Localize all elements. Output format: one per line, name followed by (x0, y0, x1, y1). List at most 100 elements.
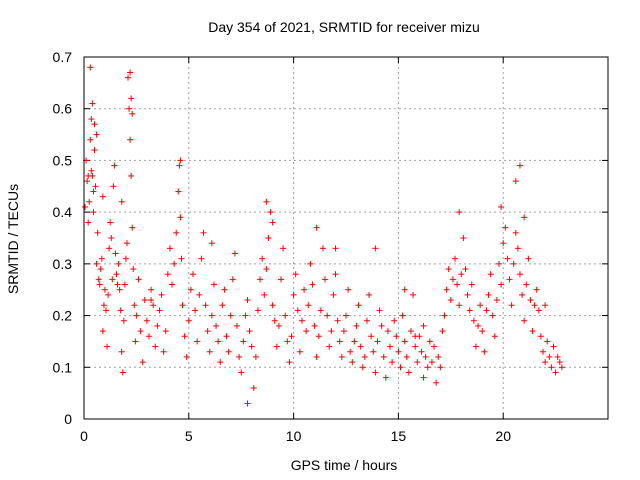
data-point (105, 291, 112, 298)
data-point (196, 291, 203, 298)
tick-layer: 0 0.1 0.2 0.3 0.4 0.5 0.6 0.7 0 5 10 15 20 (53, 49, 608, 444)
data-point (489, 312, 496, 319)
data-point (91, 147, 98, 154)
data-point (496, 260, 503, 267)
data-point (139, 359, 146, 366)
data-point (246, 328, 253, 335)
data-point (288, 333, 295, 340)
data-point (269, 302, 276, 309)
data-point (292, 271, 299, 278)
data-point (130, 266, 137, 273)
data-point (254, 307, 261, 314)
data-point (269, 219, 276, 226)
data-point (242, 312, 249, 319)
data-point (109, 276, 116, 283)
data-point (275, 322, 282, 329)
data-point (336, 338, 343, 345)
data-point (100, 302, 107, 309)
data-point (328, 328, 335, 335)
data-point (353, 322, 360, 329)
data-point (512, 178, 519, 185)
data-point (181, 333, 188, 340)
data-point (317, 307, 324, 314)
y-tick-label: 0.6 (53, 101, 73, 117)
data-point (178, 255, 185, 262)
data-point (85, 219, 92, 226)
data-point (472, 343, 479, 350)
data-point (261, 291, 268, 298)
data-point (481, 348, 488, 355)
data-point (380, 353, 387, 360)
data-point (137, 328, 144, 335)
data-point (451, 255, 458, 262)
data-point (160, 348, 167, 355)
data-point (437, 364, 444, 371)
data-point (236, 353, 243, 360)
data-point (183, 353, 190, 360)
data-point (250, 384, 257, 391)
data-point (213, 322, 220, 329)
data-point (387, 343, 394, 350)
data-point (458, 271, 465, 278)
data-point (542, 302, 549, 309)
data-point (508, 302, 515, 309)
data-point (93, 131, 100, 138)
data-point (294, 307, 301, 314)
data-point (164, 271, 171, 278)
data-point (343, 312, 349, 319)
y-tick-label: 0.1 (53, 359, 73, 375)
data-point (176, 162, 183, 169)
data-point (384, 328, 391, 335)
data-point (420, 322, 427, 329)
data-point (99, 193, 106, 200)
data-point (244, 400, 251, 407)
data-point (493, 297, 500, 304)
data-point (523, 281, 530, 288)
data-point (412, 343, 419, 350)
data-point (118, 198, 125, 205)
data-point (554, 353, 561, 360)
data-point (418, 348, 425, 355)
data-point (525, 255, 532, 262)
data-point (441, 312, 448, 319)
data-point (219, 302, 226, 309)
data-point (282, 312, 289, 319)
y-tick-label: 0.5 (53, 152, 73, 168)
data-point (540, 348, 547, 355)
data-point (115, 260, 122, 267)
data-point (298, 317, 305, 324)
data-point (324, 312, 331, 319)
data-point (361, 353, 368, 360)
y-tick-label: 0.2 (53, 308, 73, 324)
data-point (332, 245, 339, 252)
data-point (410, 291, 417, 298)
x-tick-label: 10 (286, 428, 302, 444)
data-point (158, 291, 165, 298)
data-point (104, 343, 111, 350)
data-point (177, 157, 184, 164)
data-point (88, 167, 95, 174)
x-tick-label: 15 (391, 428, 407, 444)
data-point (376, 307, 383, 314)
data-point (96, 281, 103, 288)
data-point (351, 338, 358, 345)
data-point (556, 359, 563, 366)
data-point (215, 338, 222, 345)
data-point (498, 281, 505, 288)
data-point (338, 353, 345, 360)
data-point (412, 333, 419, 340)
data-point (395, 348, 402, 355)
data-point (514, 245, 521, 252)
data-point (552, 369, 559, 376)
y-tick-label: 0.4 (53, 204, 73, 220)
data-point (129, 110, 136, 117)
data-point (99, 328, 106, 335)
data-point (500, 240, 507, 247)
data-point (542, 359, 549, 366)
data-point (305, 302, 312, 309)
data-point (128, 172, 135, 179)
data-point (368, 333, 375, 340)
data-point (407, 328, 414, 335)
data-point (173, 229, 180, 236)
data-point (284, 338, 291, 345)
